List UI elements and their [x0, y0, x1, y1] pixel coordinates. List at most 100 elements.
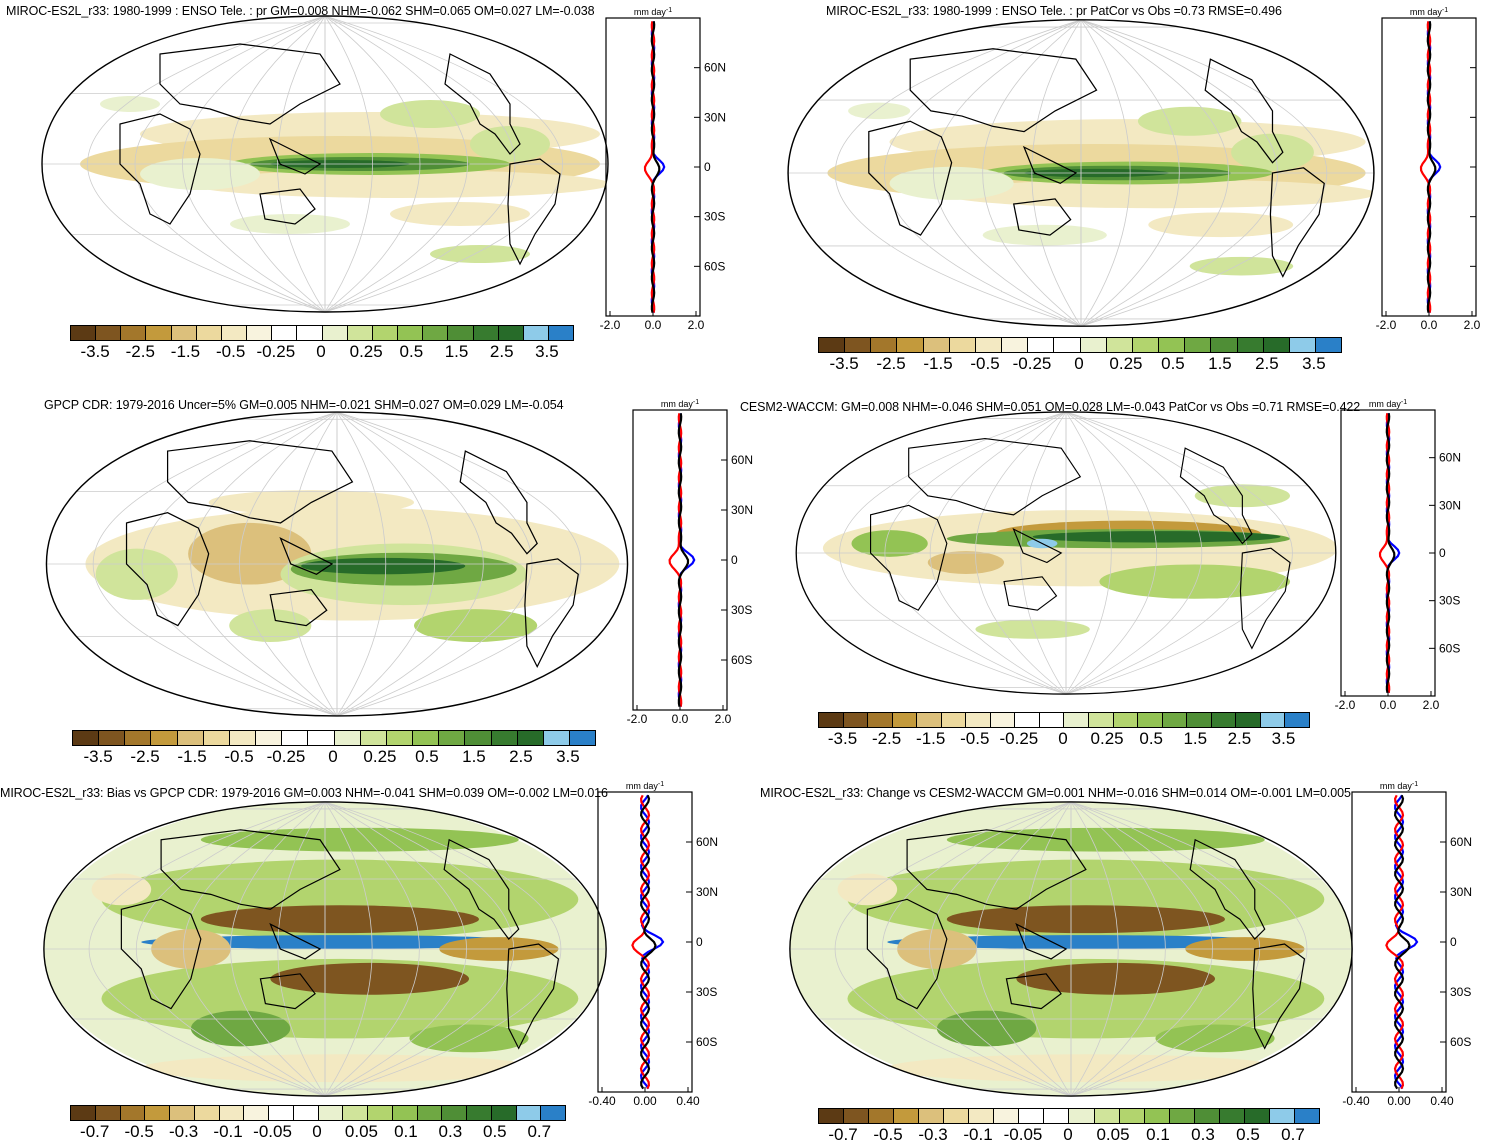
colorbar-swatch	[1185, 338, 1212, 352]
panel-title: GPCP CDR: 1979-2016 Uncer=5% GM=0.005 NH…	[44, 398, 564, 412]
colorbar-swatch	[1162, 713, 1188, 727]
colorbar-swatch	[1285, 713, 1309, 727]
colorbar-tick-label: -0.5	[960, 729, 990, 748]
colorbar-tick-label: 2.5	[509, 747, 533, 766]
colorbar-swatch	[151, 731, 178, 745]
colorbar-tick-label: 0.05	[1096, 1125, 1130, 1144]
zonal-mean-plot: mm day-1 60N 30N 0 30S 60S -0.40 0.00 0.40	[1342, 781, 1472, 1108]
zonal-series-line	[650, 21, 661, 313]
latitude-tick-label: 60N	[1450, 835, 1472, 849]
colorbar	[70, 325, 574, 341]
colorbar-tick-label: 0.5	[415, 747, 439, 766]
colorbar-tick-label: -0.5	[224, 747, 254, 766]
colorbar-tick-label: 1.5	[462, 747, 486, 766]
zonal-series-line	[1419, 21, 1432, 313]
colorbar-swatch	[1211, 713, 1237, 727]
colorbar-swatch	[96, 326, 122, 340]
colorbar-swatch	[423, 326, 449, 340]
colorbar-swatch	[944, 1109, 970, 1123]
colorbar-tick-label: -1.5	[177, 747, 207, 766]
colorbar-swatch	[548, 326, 574, 340]
colorbar-tick-label: -2.5	[871, 729, 902, 748]
colorbar-swatch	[923, 338, 950, 352]
zonal-x-tick-label: 2.0	[688, 318, 705, 332]
colorbar-tick-label: 0.3	[438, 1122, 463, 1141]
latitude-tick-label: 0	[696, 935, 703, 949]
colorbar-tick-label: 0.5	[399, 342, 424, 361]
colorbar-swatch	[1237, 338, 1264, 352]
colorbar-tick-label: -3.5	[827, 729, 858, 748]
colorbar-swatch	[1054, 338, 1081, 352]
latitude-tick-label: 60S	[1439, 641, 1460, 655]
zonal-series-line	[668, 413, 683, 707]
zonal-series-line	[1393, 794, 1411, 1090]
colorbar-tick-label: -2.5	[125, 342, 155, 361]
colorbar-tick-label: -0.5	[970, 354, 1000, 373]
colorbar-swatch	[99, 731, 126, 745]
colorbar-tick-label: -3.5	[80, 342, 110, 361]
colorbar-swatch	[442, 1106, 467, 1120]
colorbar-tick-label: -0.3	[168, 1122, 199, 1141]
zonal-x-tick-label: 0.40	[1430, 1094, 1454, 1108]
zonal-mean-plot: mm day-1 60N 30N 0 30S 60S -2.0 0.0 2.0	[1335, 399, 1461, 712]
latitude-tick-label: 60S	[696, 1035, 717, 1049]
colorbar-tick-label: 1.5	[444, 342, 469, 361]
colorbar-swatch	[819, 1109, 845, 1123]
colorbar-swatch	[221, 326, 248, 340]
colorbar-tick-label: -0.25	[999, 729, 1039, 748]
colorbar-swatch	[1159, 338, 1186, 352]
colorbar-tick-label: 0.25	[363, 747, 397, 766]
colorbar-swatch	[196, 326, 222, 340]
colorbar-tick-label: 0	[328, 747, 338, 766]
colorbar-swatch	[71, 326, 97, 340]
colorbar-tick-label: -0.7	[828, 1125, 858, 1144]
colorbar-swatch	[318, 1106, 344, 1120]
colorbar-swatch	[171, 326, 197, 340]
colorbar-swatch	[969, 1109, 995, 1123]
colorbar-swatch	[1094, 1109, 1120, 1123]
colorbar-swatch	[1144, 1109, 1170, 1123]
colorbar-swatch	[229, 731, 257, 745]
colorbar-tick-label: 0.1	[1146, 1125, 1170, 1144]
zonal-series-line	[1385, 413, 1396, 694]
colorbar-swatch	[517, 731, 544, 745]
colorbar-swatch	[543, 731, 570, 745]
colorbar-swatch	[121, 326, 147, 340]
latitude-tick-label: 30N	[704, 110, 726, 124]
colorbar-tick-label: 0	[312, 1122, 322, 1141]
colorbar-swatch	[120, 1106, 146, 1120]
colorbar-swatch	[194, 1106, 220, 1120]
colorbar-swatch	[73, 731, 100, 745]
colorbar-swatch	[919, 1109, 945, 1123]
colorbar-swatch	[966, 713, 991, 727]
latitude-tick-label: 0	[704, 160, 711, 174]
colorbar-swatch	[467, 1106, 492, 1120]
colorbar-swatch	[334, 731, 361, 745]
colorbar-swatch	[491, 731, 518, 745]
colorbar-swatch	[177, 731, 204, 745]
colorbar-swatch	[1236, 713, 1261, 727]
zonal-x-tick-label: -2.0	[600, 318, 621, 332]
latitude-tick-label: 60N	[1439, 451, 1461, 465]
zonal-unit-label: mm day-1	[626, 781, 664, 791]
colorbar-tick-label: -0.3	[918, 1125, 948, 1144]
panel-title: MIROC-ES2L_r33: Change vs CESM2-WACCM GM…	[760, 786, 1351, 800]
zonal-x-tick-label: 0.0	[1421, 318, 1438, 332]
colorbar-swatch	[1194, 1109, 1220, 1123]
colorbar-tick-label: 0.25	[349, 342, 383, 361]
colorbar-swatch	[417, 1106, 443, 1120]
colorbar-tick-label: -0.25	[256, 342, 296, 361]
colorbar-swatch	[1106, 338, 1133, 352]
colorbar-swatch	[843, 713, 869, 727]
colorbar-swatch	[869, 1109, 895, 1123]
zonal-unit-label: mm day-1	[1369, 399, 1407, 409]
robinson-map	[41, 15, 609, 313]
latitude-tick-label: 60N	[731, 453, 753, 467]
colorbar-swatch	[1187, 713, 1212, 727]
colorbar-swatch	[398, 326, 424, 340]
colorbar-tick-label: 0	[1063, 1125, 1073, 1144]
colorbar-tick-label: -0.1	[213, 1122, 243, 1141]
colorbar-tick-label: -3.5	[83, 747, 113, 766]
colorbar-swatch	[868, 713, 893, 727]
colorbar-tick-label: -2.5	[130, 747, 160, 766]
